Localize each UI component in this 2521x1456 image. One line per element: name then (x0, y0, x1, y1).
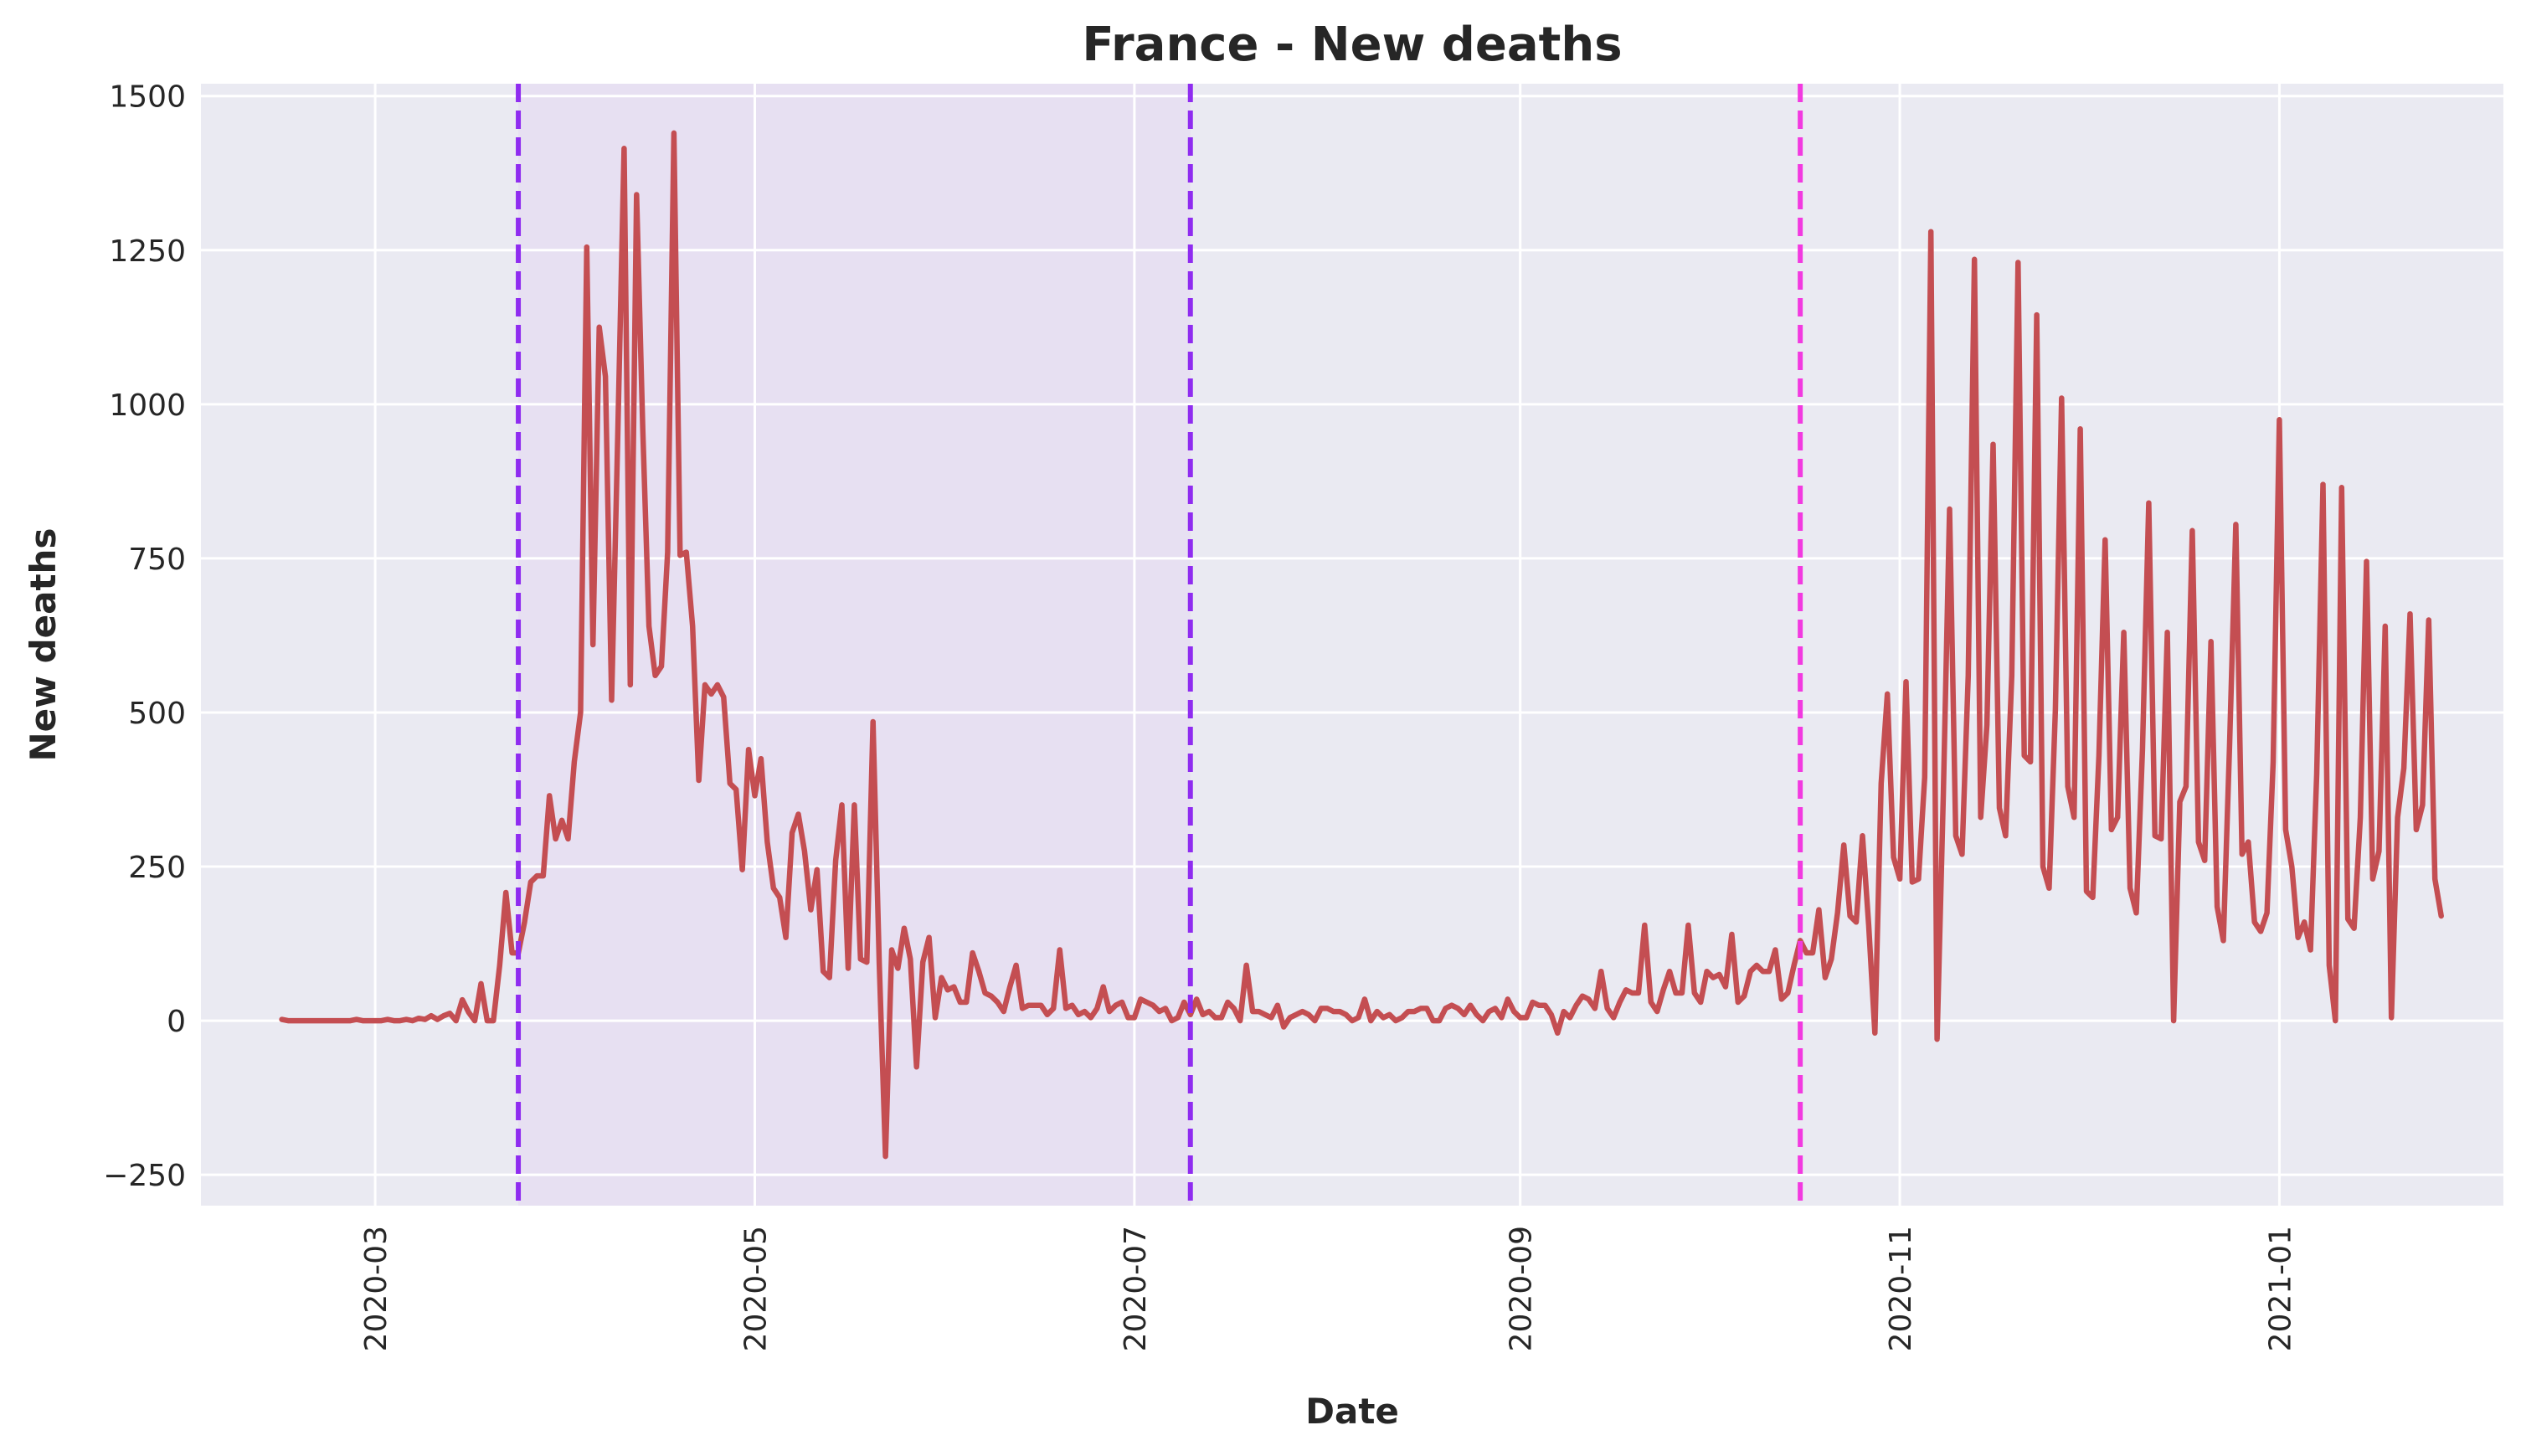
x-tick-label: 2020-09 (1505, 1226, 1539, 1351)
y-tick-label: 500 (128, 697, 186, 731)
new-deaths-line (279, 130, 2444, 1160)
y-tick-label: −250 (103, 1159, 186, 1193)
y-tick-label: 1250 (109, 234, 186, 269)
chart-title: France - New deaths (1082, 18, 1622, 72)
y-axis-label: New deaths (23, 528, 64, 762)
y-tick-label: 0 (167, 1005, 186, 1039)
x-tick-labels: 2020-03 2020-05 2020-07 2020-09 2020-11 2021-… (359, 1226, 2297, 1351)
x-tick-label: 2020-03 (359, 1226, 394, 1351)
x-tick-label: 2020-07 (1119, 1226, 1153, 1351)
y-tick-label: 250 (128, 851, 186, 885)
y-tick-labels: −250 0 250 500 750 1000 1250 1500 (103, 80, 186, 1193)
x-tick-label: 2020-05 (738, 1226, 773, 1351)
y-tick-label: 1500 (109, 80, 186, 115)
x-tick-label: 2021-01 (2263, 1226, 2297, 1351)
x-tick-label: 2020-11 (1884, 1226, 1918, 1351)
y-tick-label: 750 (128, 543, 186, 577)
y-tick-label: 1000 (109, 388, 186, 423)
x-axis-label: Date (1305, 1391, 1399, 1432)
